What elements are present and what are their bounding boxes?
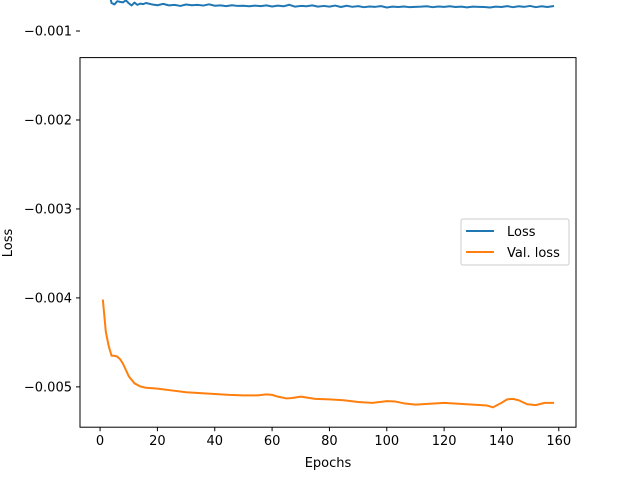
x-axis: 0 20 40 60 80 100 120 140 160 (96, 427, 571, 449)
plot-lines (101, 0, 555, 409)
y-axis-title: Loss (1, 229, 16, 258)
y-tick-label: −0.005 (24, 380, 72, 395)
x-tick-label: 80 (321, 434, 338, 449)
x-tick-label: 100 (374, 434, 399, 449)
y-tick-label: −0.004 (24, 291, 72, 306)
x-tick-label: 160 (546, 434, 571, 449)
y-tick-label: −0.001 (24, 25, 72, 40)
series-line-val-loss (101, 299, 555, 409)
y-tick-label: −0.003 (24, 202, 72, 217)
x-tick-label: 40 (206, 434, 223, 449)
y-tick-label: −0.002 (24, 113, 72, 128)
x-tick-label: 20 (149, 434, 166, 449)
plot-frame (79, 57, 577, 428)
x-tick-label: 0 (96, 434, 104, 449)
x-tick-label: 120 (432, 434, 457, 449)
y-axis: −0.001 −0.002 −0.003 −0.004 −0.005 (24, 25, 80, 395)
legend: Loss Val. loss (460, 218, 570, 266)
x-axis-title: Epochs (305, 456, 352, 471)
legend-label-val-loss: Val. loss (507, 246, 560, 261)
x-tick-label: 140 (489, 434, 514, 449)
series-line-loss (109, 0, 555, 9)
x-tick-label: 60 (264, 434, 281, 449)
legend-label-loss: Loss (507, 225, 536, 240)
